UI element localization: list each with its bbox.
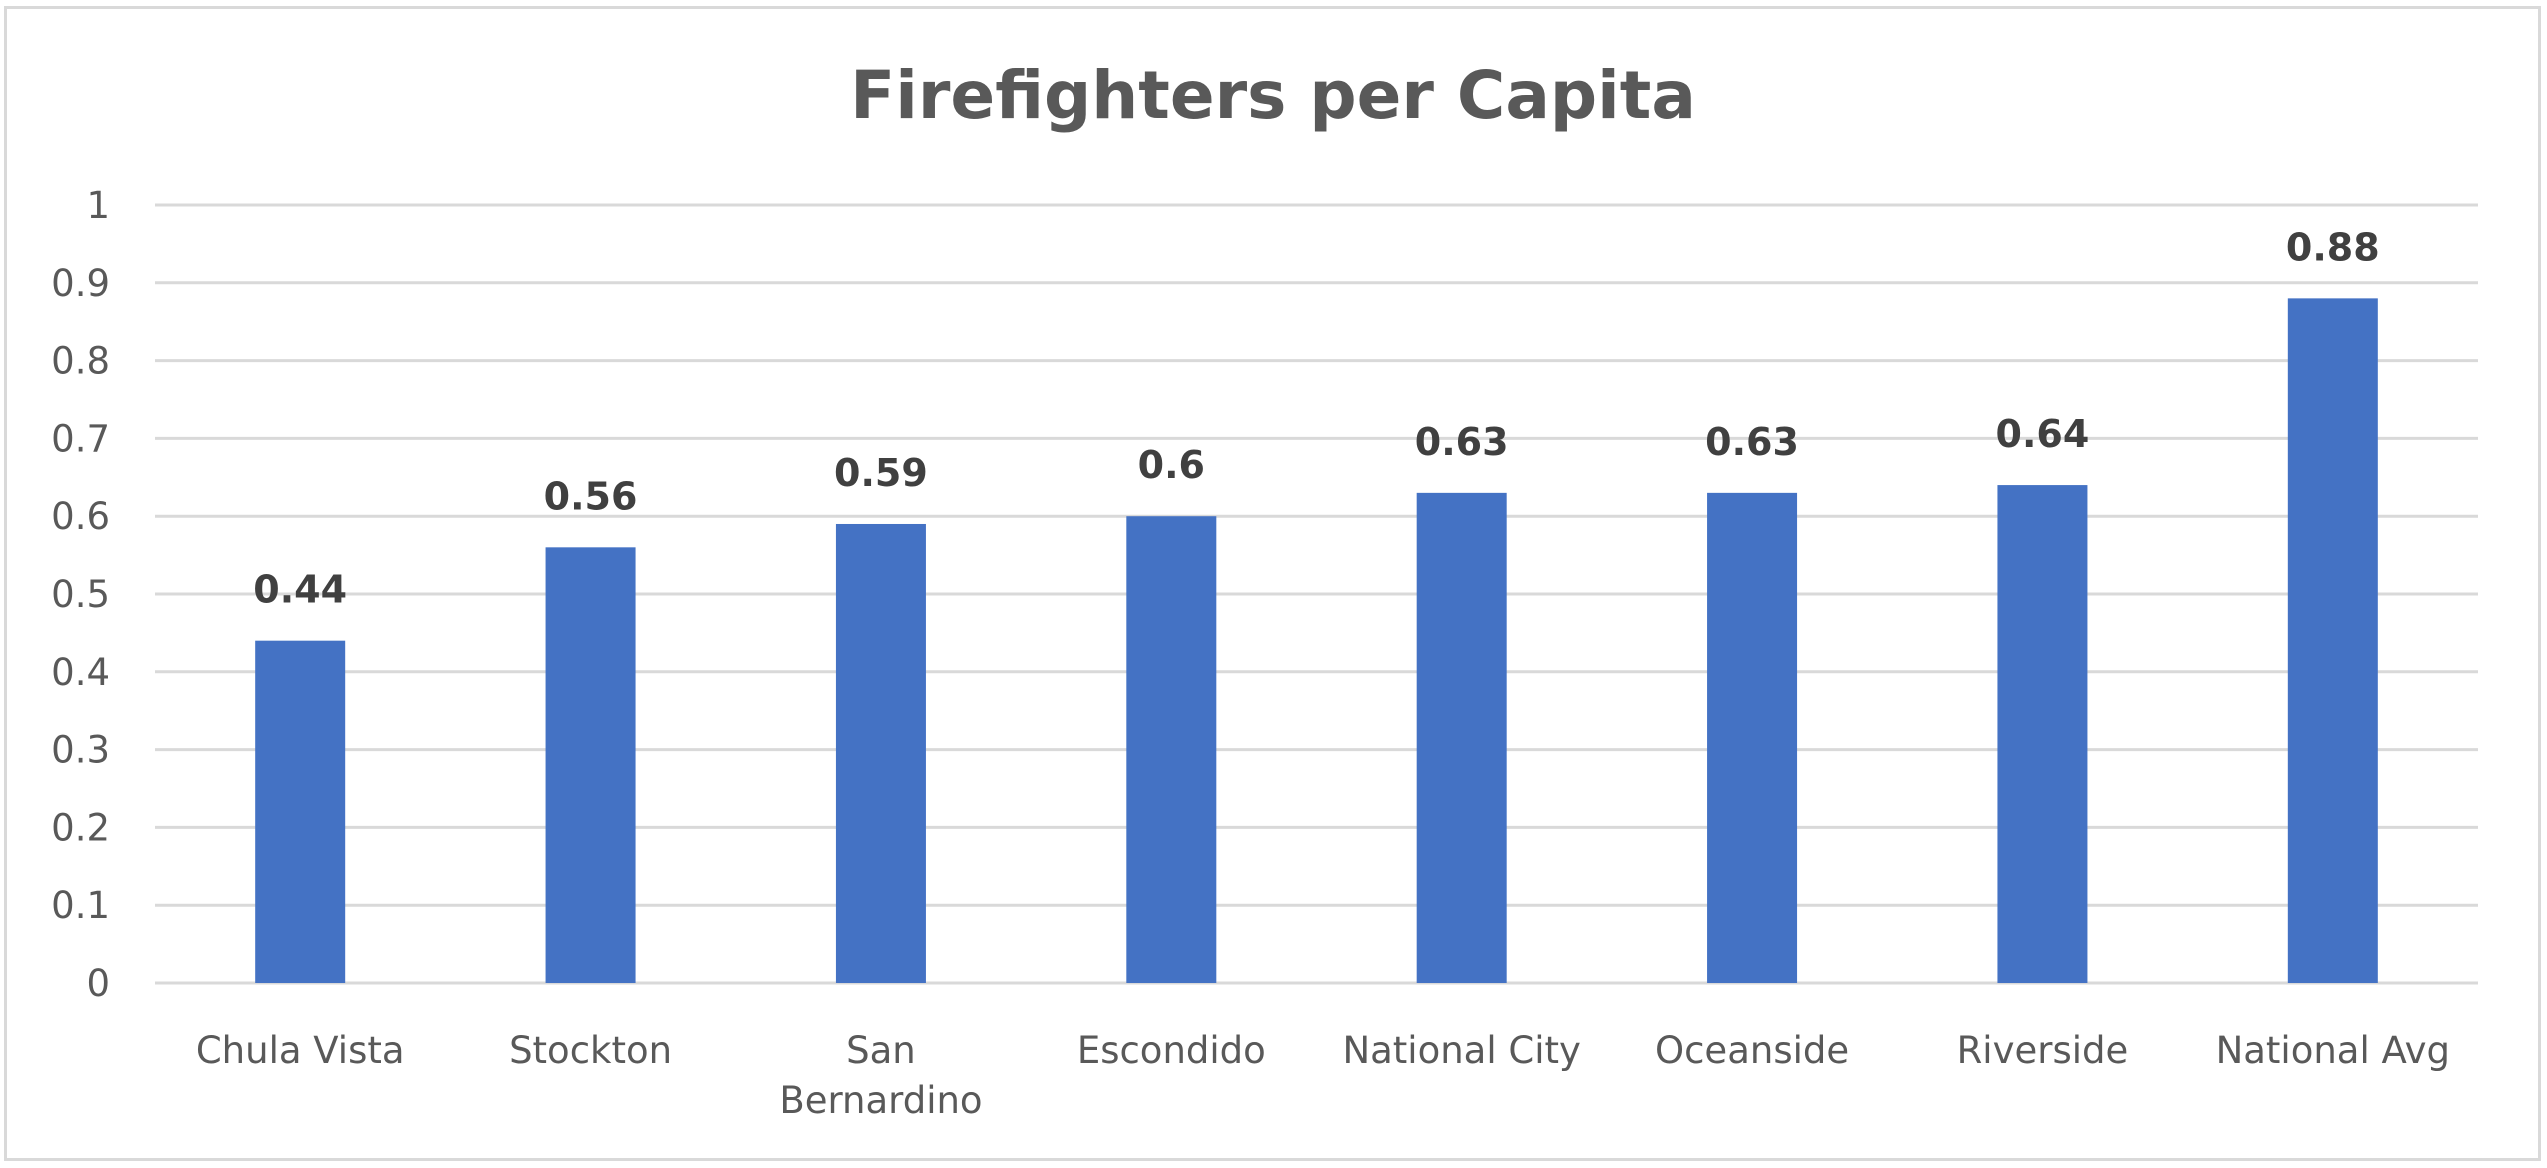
y-tick-label: 0	[86, 962, 110, 1005]
y-tick-label: 0.1	[51, 884, 110, 927]
y-axis-ticks: 0 0.1 0.2 0.3 0.4 0.5 0.6 0.7 0.8 0.9 1	[51, 184, 110, 1005]
x-tick-label: Oceanside	[1655, 1029, 1849, 1072]
x-tick-label: Escondido	[1077, 1029, 1266, 1072]
bar	[546, 547, 636, 983]
gridlines	[155, 205, 2478, 983]
x-tick-label: San Bernardino	[779, 1029, 982, 1122]
x-tick-label-line: Chula Vista	[196, 1029, 405, 1072]
x-tick-label-line: Bernardino	[779, 1079, 982, 1122]
x-tick-label: National Avg	[2216, 1029, 2450, 1072]
bar	[255, 641, 345, 983]
x-tick-label-line: Stockton	[509, 1029, 672, 1072]
x-tick-label-line: National City	[1342, 1029, 1580, 1072]
y-tick-label: 0.2	[51, 806, 110, 849]
y-tick-label: 0.7	[51, 417, 110, 460]
x-axis-ticks: Chula Vista Stockton San Bernardino Escondid…	[196, 1029, 2450, 1122]
y-tick-label: 0.4	[51, 651, 110, 694]
x-tick-label: Riverside	[1957, 1029, 2129, 1072]
x-tick-label: Chula Vista	[196, 1029, 405, 1072]
data-label: 0.88	[2286, 225, 2380, 269]
x-tick-label: National City	[1342, 1029, 1580, 1072]
x-tick-label: Stockton	[509, 1029, 672, 1072]
data-label: 0.6	[1138, 443, 1205, 487]
bar	[1126, 516, 1216, 983]
y-tick-label: 0.6	[51, 495, 110, 538]
y-tick-label: 0.3	[51, 729, 110, 772]
data-label: 0.63	[1415, 420, 1509, 464]
bars	[255, 298, 2378, 983]
data-label: 0.56	[544, 474, 638, 518]
x-tick-label-line: National Avg	[2216, 1029, 2450, 1072]
chart-title: Firefighters per Capita	[850, 57, 1696, 134]
data-label: 0.63	[1705, 420, 1799, 464]
bar	[2288, 298, 2378, 983]
x-tick-label-line: San	[846, 1029, 916, 1072]
bar	[1417, 493, 1507, 983]
y-tick-label: 1	[86, 184, 110, 227]
data-label: 0.44	[253, 568, 347, 612]
data-label: 0.64	[1996, 412, 2090, 456]
bar	[1997, 485, 2087, 983]
x-tick-label-line: Riverside	[1957, 1029, 2129, 1072]
bar	[1707, 493, 1797, 983]
bar	[836, 524, 926, 983]
y-tick-label: 0.5	[51, 573, 110, 616]
data-label: 0.59	[834, 451, 928, 495]
y-tick-label: 0.9	[51, 262, 110, 305]
x-tick-label-line: Escondido	[1077, 1029, 1266, 1072]
y-tick-label: 0.8	[51, 340, 110, 383]
x-tick-label-line: Oceanside	[1655, 1029, 1849, 1072]
